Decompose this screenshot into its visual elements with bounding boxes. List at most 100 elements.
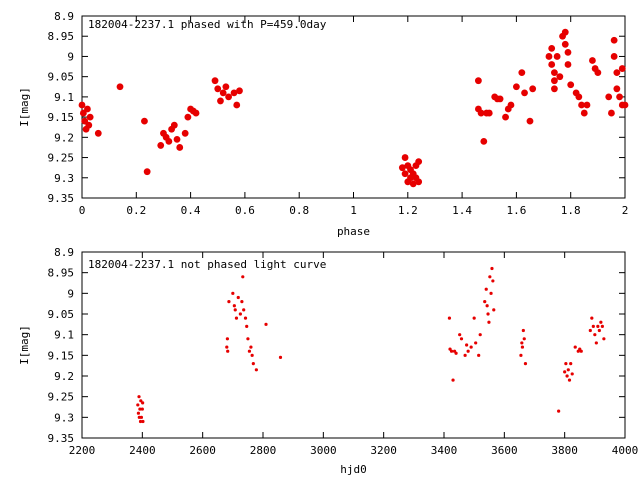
data-point bbox=[492, 308, 496, 312]
data-point bbox=[176, 144, 184, 151]
data-point bbox=[230, 89, 238, 97]
data-point bbox=[459, 337, 464, 341]
data-point bbox=[157, 142, 165, 149]
data-point bbox=[94, 129, 102, 137]
y-axis-label: I[mag] bbox=[18, 87, 31, 127]
data-point bbox=[483, 300, 487, 304]
data-point bbox=[469, 345, 473, 349]
data-point bbox=[233, 308, 237, 312]
y-tick-label: 9.25 bbox=[48, 152, 75, 165]
x-tick-label: 2200 bbox=[69, 444, 96, 457]
data-point bbox=[489, 291, 493, 295]
data-point bbox=[401, 170, 409, 178]
data-point bbox=[173, 135, 181, 143]
data-point bbox=[485, 109, 493, 117]
phased-light-curve-panel: 0 0.2 0.4 0.6 0.8 1 1.2 1.4 1.6 1.8 2 8.9 8.95 9 9.05 9… bbox=[18, 10, 629, 238]
data-point bbox=[564, 49, 572, 56]
data-points bbox=[136, 266, 606, 424]
data-point bbox=[250, 353, 254, 357]
data-point bbox=[247, 349, 252, 353]
data-point bbox=[192, 109, 200, 117]
x-tick-label: 2400 bbox=[129, 444, 156, 457]
data-point bbox=[474, 341, 478, 345]
data-point bbox=[496, 95, 504, 103]
data-point bbox=[254, 368, 258, 372]
data-point bbox=[593, 333, 597, 337]
y-tick-label: 9.35 bbox=[48, 432, 75, 445]
data-point bbox=[594, 341, 598, 345]
data-point bbox=[143, 168, 151, 176]
data-point bbox=[236, 295, 240, 300]
data-point bbox=[553, 53, 561, 60]
data-point bbox=[165, 137, 173, 145]
x-tick-label: 2800 bbox=[250, 444, 277, 457]
data-point bbox=[241, 275, 245, 279]
data-point bbox=[211, 77, 219, 85]
y-tick-label: 8.9 bbox=[54, 10, 74, 23]
data-point bbox=[141, 419, 145, 424]
data-point bbox=[597, 328, 601, 333]
data-point bbox=[567, 81, 575, 89]
x-tick-label: 0.6 bbox=[235, 204, 255, 217]
data-point bbox=[529, 85, 537, 93]
data-points bbox=[78, 28, 629, 188]
data-point bbox=[415, 158, 423, 166]
data-point bbox=[474, 77, 482, 85]
y-tick-label: 9.2 bbox=[54, 131, 74, 144]
data-point bbox=[477, 353, 481, 357]
data-point bbox=[141, 117, 148, 125]
y-tick-label: 9.3 bbox=[54, 172, 74, 185]
data-point bbox=[578, 101, 585, 109]
data-point bbox=[518, 69, 526, 77]
data-point bbox=[233, 101, 241, 109]
data-point bbox=[573, 345, 577, 349]
data-point bbox=[564, 362, 568, 366]
data-point bbox=[140, 407, 144, 411]
y-tick-label: 9.35 bbox=[48, 192, 75, 205]
data-point bbox=[214, 85, 222, 93]
data-point bbox=[557, 409, 561, 413]
data-point bbox=[521, 89, 528, 97]
y-tick-label: 8.9 bbox=[54, 246, 74, 259]
data-point bbox=[522, 337, 526, 341]
y-tick-label: 9 bbox=[67, 287, 74, 300]
data-point bbox=[409, 180, 417, 188]
x-tick-label: 3400 bbox=[431, 444, 458, 457]
data-point bbox=[226, 349, 230, 353]
data-point bbox=[610, 36, 618, 44]
data-point bbox=[519, 353, 523, 357]
data-point bbox=[548, 61, 556, 68]
data-point bbox=[463, 353, 467, 357]
data-point bbox=[238, 312, 242, 316]
data-point bbox=[580, 109, 588, 117]
data-point bbox=[181, 129, 189, 137]
y-tick-label: 9.3 bbox=[54, 411, 74, 424]
data-point bbox=[225, 345, 229, 349]
chart-title: 182004-2237.1 phased with P=459.0day bbox=[88, 18, 327, 31]
data-point bbox=[589, 57, 596, 64]
data-point bbox=[561, 40, 569, 48]
data-point bbox=[507, 101, 515, 109]
data-point bbox=[596, 324, 600, 328]
data-point bbox=[170, 121, 178, 129]
y-tick-label: 9.1 bbox=[54, 91, 74, 104]
data-point bbox=[415, 178, 423, 186]
data-point bbox=[232, 304, 236, 308]
x-tick-label: 0.8 bbox=[289, 204, 309, 217]
data-point bbox=[613, 69, 621, 77]
data-point bbox=[521, 328, 525, 333]
data-point bbox=[608, 109, 615, 117]
unphased-light-curve-panel: 2200 2400 2600 2800 3000 3200 3400 3600 3800 4000… bbox=[18, 246, 638, 476]
data-point bbox=[251, 362, 255, 366]
data-point bbox=[567, 378, 572, 382]
y-tick-label: 9.1 bbox=[54, 329, 74, 342]
data-point bbox=[485, 304, 489, 308]
y-tick-label: 9.2 bbox=[54, 370, 74, 383]
data-point bbox=[225, 337, 230, 341]
data-point bbox=[563, 370, 567, 374]
data-point bbox=[478, 333, 482, 337]
data-point bbox=[264, 322, 268, 326]
data-point bbox=[454, 351, 458, 355]
data-point bbox=[447, 316, 452, 320]
